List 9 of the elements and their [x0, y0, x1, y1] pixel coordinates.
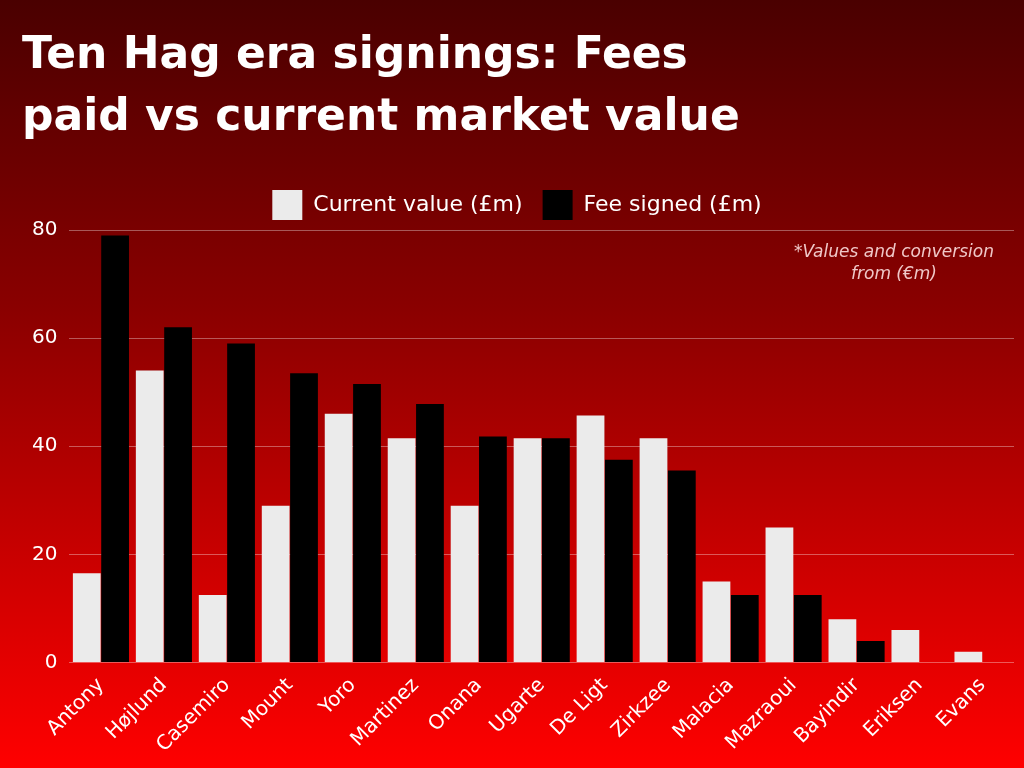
y-tick-label: 80: [32, 216, 58, 241]
chart-title: Ten Hag era signings: Fees paid vs current market value: [22, 26, 741, 142]
y-tick-label: 60: [32, 324, 58, 349]
legend-label: Fee signed (£m): [583, 190, 762, 216]
y-tick-label: 0: [44, 648, 58, 673]
y-tick-label: 20: [32, 540, 58, 565]
annotation: *Values and conversion from (€m): [794, 240, 994, 283]
legend-label: Current value (£m): [313, 190, 523, 216]
y-tick-label: 40: [32, 432, 58, 457]
